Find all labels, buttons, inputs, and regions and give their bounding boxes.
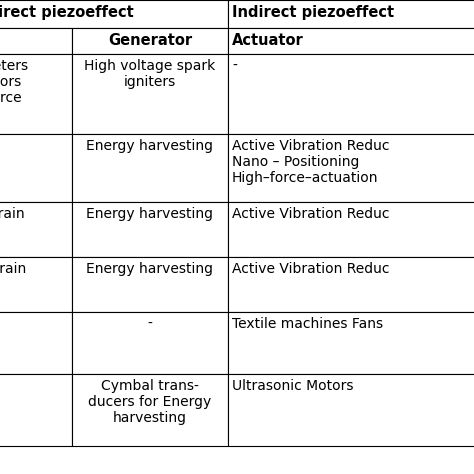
- Text: -: -: [232, 59, 237, 73]
- Bar: [228, 28, 474, 54]
- Bar: [72, 374, 228, 446]
- Bar: [72, 134, 228, 202]
- Bar: [228, 54, 474, 134]
- Text: Ultrasonic Motors: Ultrasonic Motors: [232, 379, 354, 393]
- Bar: [228, 257, 474, 312]
- Text: Strain: Strain: [0, 262, 26, 276]
- Text: Energy harvesting: Energy harvesting: [86, 207, 213, 221]
- Bar: [72, 54, 228, 134]
- Text: Cymbal trans-
ducers for Energy
harvesting: Cymbal trans- ducers for Energy harvesti…: [88, 379, 211, 425]
- Text: Energy harvesting: Energy harvesting: [86, 139, 213, 153]
- Bar: [0, 54, 72, 134]
- Bar: [0, 257, 72, 312]
- Bar: [0, 202, 72, 257]
- Text: -: -: [147, 317, 153, 331]
- Text: strain: strain: [0, 207, 25, 221]
- Text: Active Vibration Reduc
Nano – Positioning
High–force–actuation: Active Vibration Reduc Nano – Positionin…: [232, 139, 390, 185]
- Text: Indirect piezoeffect: Indirect piezoeffect: [232, 5, 394, 20]
- Bar: [72, 312, 228, 374]
- Bar: [228, 202, 474, 257]
- Bar: [0, 374, 72, 446]
- Text: Textile machines Fans: Textile machines Fans: [232, 317, 383, 331]
- Bar: [228, 312, 474, 374]
- Bar: [0, 312, 72, 374]
- Bar: [72, 202, 228, 257]
- Text: Active Vibration Reduc: Active Vibration Reduc: [232, 262, 390, 276]
- Text: Energy harvesting: Energy harvesting: [86, 262, 213, 276]
- Text: neters
nsors
Force: neters nsors Force: [0, 59, 29, 105]
- Text: Actuator: Actuator: [232, 33, 304, 48]
- Text: Direct piezoeffect: Direct piezoeffect: [0, 5, 134, 20]
- Bar: [72, 257, 228, 312]
- Text: High voltage spark
igniters: High voltage spark igniters: [84, 59, 216, 89]
- Text: Active Vibration Reduc: Active Vibration Reduc: [232, 207, 390, 221]
- Bar: [0, 134, 72, 202]
- Bar: [228, 374, 474, 446]
- Bar: [72, 28, 228, 54]
- Bar: [228, 134, 474, 202]
- Text: Generator: Generator: [108, 33, 192, 48]
- Bar: [0, 0, 228, 28]
- Bar: [0, 28, 72, 54]
- Bar: [228, 0, 474, 28]
